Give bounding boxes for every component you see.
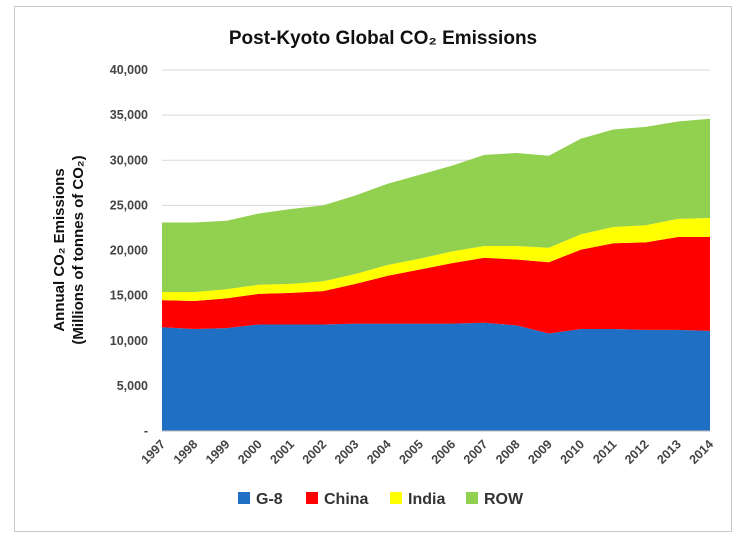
x-tick-label: 2013 [654, 437, 684, 467]
y-tick-label: 30,000 [110, 153, 148, 167]
x-tick-label: 2000 [235, 437, 265, 467]
legend-swatch-china [306, 492, 318, 504]
legend-label: ROW [484, 491, 524, 508]
y-tick-label: 10,000 [110, 334, 148, 348]
x-tick-label: 2009 [525, 437, 555, 467]
x-tick-label: 2002 [300, 437, 330, 467]
y-tick-label: 20,000 [110, 244, 148, 258]
x-tick-label: 2004 [364, 437, 394, 467]
legend-swatch-row [466, 492, 478, 504]
series-area-row [162, 118, 710, 293]
y-axis-label-line2: (Millions of tonnes of CO₂) [70, 155, 87, 344]
y-axis-label-line1: Annual CO₂ Emissions [51, 168, 68, 331]
y-tick-label: 25,000 [110, 198, 148, 212]
legend-swatch-india [390, 492, 402, 504]
y-tick-label: - [144, 424, 148, 438]
y-tick-label: 15,000 [110, 289, 148, 303]
x-tick-label: 2014 [687, 437, 717, 467]
y-tick-label: 35,000 [110, 108, 148, 122]
x-tick-label: 2007 [461, 437, 491, 467]
x-tick-label: 2003 [332, 437, 362, 467]
series-area-india [162, 218, 710, 302]
y-axis-ticks: - 5,000 10,000 15,000 20,000 25,000 30,000 35,0… [110, 63, 148, 438]
x-tick-label: 1999 [203, 437, 233, 467]
x-tick-label: 2006 [429, 437, 459, 467]
y-tick-label: 5,000 [117, 379, 148, 393]
legend: G-8 China India ROW [238, 491, 524, 508]
x-tick-label: 1997 [139, 437, 169, 467]
legend-label: India [408, 491, 445, 508]
x-tick-label: 2001 [267, 437, 297, 467]
chart-title: Post-Kyoto Global CO₂ Emissions [229, 28, 537, 49]
plot-areas [162, 118, 710, 432]
x-tick-label: 2005 [396, 437, 426, 467]
legend-label: G-8 [256, 491, 283, 508]
x-tick-label: 2012 [622, 437, 652, 467]
x-tick-label: 2011 [590, 437, 619, 466]
legend-swatch-g-8 [238, 492, 250, 504]
legend-label: China [324, 491, 369, 508]
x-axis-ticks: 1997 1998 1999 2000 2001 2002 2003 2004 2005 2006… [139, 437, 717, 467]
x-tick-label: 2010 [558, 437, 588, 467]
series-area-china [162, 236, 710, 334]
x-tick-label: 2008 [493, 437, 523, 467]
series-area-g-8 [162, 322, 710, 431]
x-tick-label: 1998 [171, 437, 201, 467]
y-tick-label: 40,000 [110, 63, 148, 77]
